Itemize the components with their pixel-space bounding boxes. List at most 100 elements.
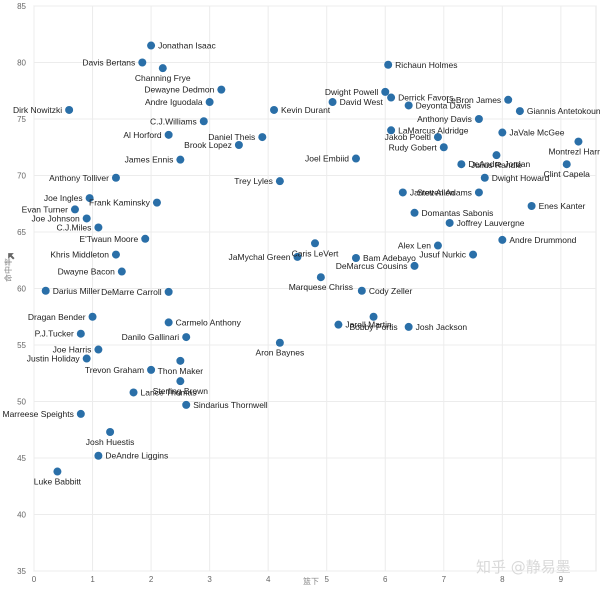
data-point[interactable]: [381, 87, 390, 96]
point-label: E'Twaun Moore: [79, 234, 138, 244]
data-point[interactable]: [498, 235, 507, 244]
data-point[interactable]: [111, 173, 120, 182]
point-label: Joe Johnson: [31, 213, 79, 223]
point-label: Andre Iguodala: [145, 97, 203, 107]
data-point[interactable]: [275, 338, 284, 347]
data-point[interactable]: [316, 273, 325, 282]
data-point[interactable]: [76, 329, 85, 338]
grid: [33, 5, 597, 572]
point-label: Brook Lopez: [184, 140, 232, 150]
data-point[interactable]: [129, 388, 138, 397]
point-label: Rudy Gobert: [389, 142, 438, 152]
data-point[interactable]: [404, 322, 413, 331]
point-label: Jakob Poeltl: [385, 132, 431, 142]
data-point[interactable]: [328, 98, 337, 107]
data-point[interactable]: [439, 143, 448, 152]
data-point[interactable]: [147, 365, 156, 374]
point-label: Andre Drummond: [509, 235, 576, 245]
data-point[interactable]: [258, 133, 267, 142]
data-point[interactable]: [562, 160, 571, 169]
data-point[interactable]: [94, 451, 103, 460]
data-point[interactable]: [164, 130, 173, 139]
data-point[interactable]: [164, 318, 173, 327]
data-point[interactable]: [205, 98, 214, 107]
x-tick-label: 6: [383, 575, 388, 584]
data-point[interactable]: [384, 60, 393, 69]
data-point[interactable]: [357, 286, 366, 295]
data-point[interactable]: [474, 115, 483, 123]
x-tick-label: 3: [207, 575, 212, 584]
point-label: Daniel Theis: [208, 132, 255, 142]
data-point[interactable]: [474, 188, 483, 197]
data-point[interactable]: [351, 154, 360, 163]
point-label: Carmelo Anthony: [176, 317, 242, 327]
data-point[interactable]: [398, 188, 407, 197]
data-point[interactable]: [445, 218, 454, 227]
data-point[interactable]: [82, 354, 91, 363]
data-point[interactable]: [182, 400, 191, 409]
data-point[interactable]: [152, 198, 161, 207]
data-point[interactable]: [387, 93, 396, 102]
point-label: Trey Lyles: [234, 176, 273, 186]
data-point[interactable]: [351, 253, 360, 262]
data-point[interactable]: [574, 137, 583, 146]
y-axis-ticks: 35 40 45 50 55 60 65 70 75 80 85: [17, 2, 26, 576]
data-point[interactable]: [138, 58, 147, 67]
data-point[interactable]: [217, 85, 226, 94]
data-point[interactable]: [387, 126, 396, 135]
data-point[interactable]: [53, 467, 62, 476]
data-point[interactable]: [469, 250, 478, 259]
data-point[interactable]: [334, 320, 343, 329]
data-point[interactable]: [410, 261, 419, 270]
data-point[interactable]: [199, 117, 208, 126]
data-point[interactable]: [106, 428, 115, 437]
data-point[interactable]: [275, 177, 284, 186]
data-point[interactable]: [433, 241, 442, 250]
data-point[interactable]: [111, 250, 120, 259]
data-point[interactable]: [70, 205, 79, 214]
data-point[interactable]: [117, 267, 126, 276]
data-point[interactable]: [410, 208, 419, 217]
data-point[interactable]: [182, 333, 191, 342]
data-point[interactable]: [82, 214, 91, 223]
data-point[interactable]: [147, 41, 156, 50]
data-point[interactable]: [433, 133, 442, 142]
data-point[interactable]: [176, 155, 185, 164]
data-point[interactable]: [176, 377, 185, 386]
data-point[interactable]: [94, 223, 103, 232]
data-point[interactable]: [41, 286, 50, 295]
data-point[interactable]: [311, 239, 319, 248]
point-label: Alex Len: [398, 241, 431, 251]
point-label: DeAndre Liggins: [105, 451, 168, 461]
data-point[interactable]: [480, 173, 489, 182]
data-point[interactable]: [492, 151, 501, 160]
data-point[interactable]: [404, 101, 413, 110]
data-point[interactable]: [65, 105, 74, 114]
point-label: Derrick Favors: [398, 93, 453, 103]
data-point[interactable]: [457, 160, 466, 169]
point-label: Dirk Nowitzki: [13, 105, 62, 115]
point-label: James Ennis: [125, 155, 174, 165]
data-point[interactable]: [76, 409, 85, 418]
data-point[interactable]: [270, 105, 279, 114]
point-label: Joe Ingles: [44, 193, 83, 203]
data-point[interactable]: [141, 234, 150, 243]
point-label: Jarell Martin: [345, 320, 392, 330]
data-point[interactable]: [498, 128, 507, 137]
data-point[interactable]: [158, 64, 167, 73]
point-label: Caris LeVert: [292, 248, 339, 258]
data-point[interactable]: [234, 140, 243, 149]
point-label: Darius Miller: [53, 286, 100, 296]
data-point[interactable]: [369, 312, 378, 321]
data-point[interactable]: [85, 194, 94, 203]
data-point[interactable]: [515, 107, 524, 116]
data-point[interactable]: [88, 312, 97, 321]
data-point[interactable]: [176, 356, 185, 365]
data-point[interactable]: [94, 345, 103, 354]
data-point[interactable]: [527, 202, 536, 211]
data-point[interactable]: [293, 252, 302, 261]
data-point[interactable]: [164, 287, 173, 296]
data-point[interactable]: [504, 95, 513, 104]
point-label: Dragan Bender: [28, 312, 86, 322]
